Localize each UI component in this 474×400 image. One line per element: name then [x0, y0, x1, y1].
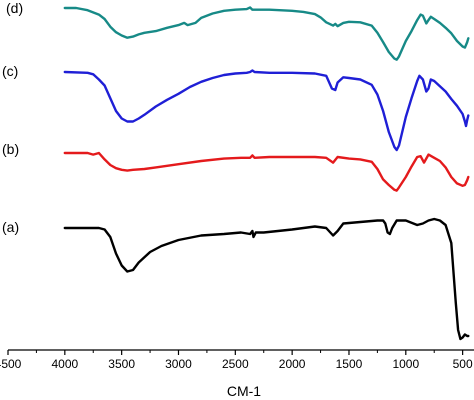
series-label-a: (a): [2, 219, 19, 235]
x-tick-label-1500: 1500: [336, 357, 363, 371]
series-line-c: [63, 69, 470, 152]
x-axis-title: CM-1: [227, 383, 261, 399]
series-labels: (a) (b) (c) (d): [2, 0, 23, 235]
series-line-a: [63, 217, 470, 341]
series-label-b: (b): [2, 141, 19, 157]
x-axis-ticks: 4500 4000 3500 3000 2500 2000 1500 1000 500: [0, 350, 473, 371]
x-tick-label-2000: 2000: [279, 357, 306, 371]
series-line-b: [63, 151, 470, 192]
x-tick-label-4500: 4500: [0, 357, 22, 371]
x-tick-label-3500: 3500: [108, 357, 135, 371]
series-layer: [63, 6, 470, 341]
x-tick-label-2500: 2500: [222, 357, 249, 371]
x-tick-label-1000: 1000: [392, 357, 419, 371]
series-label-d: (d): [6, 0, 23, 16]
x-tick-label-3000: 3000: [165, 357, 192, 371]
series-label-c: (c): [2, 63, 18, 79]
x-tick-label-500: 500: [453, 357, 473, 371]
x-tick-label-4000: 4000: [51, 357, 78, 371]
series-line-d: [63, 6, 470, 61]
